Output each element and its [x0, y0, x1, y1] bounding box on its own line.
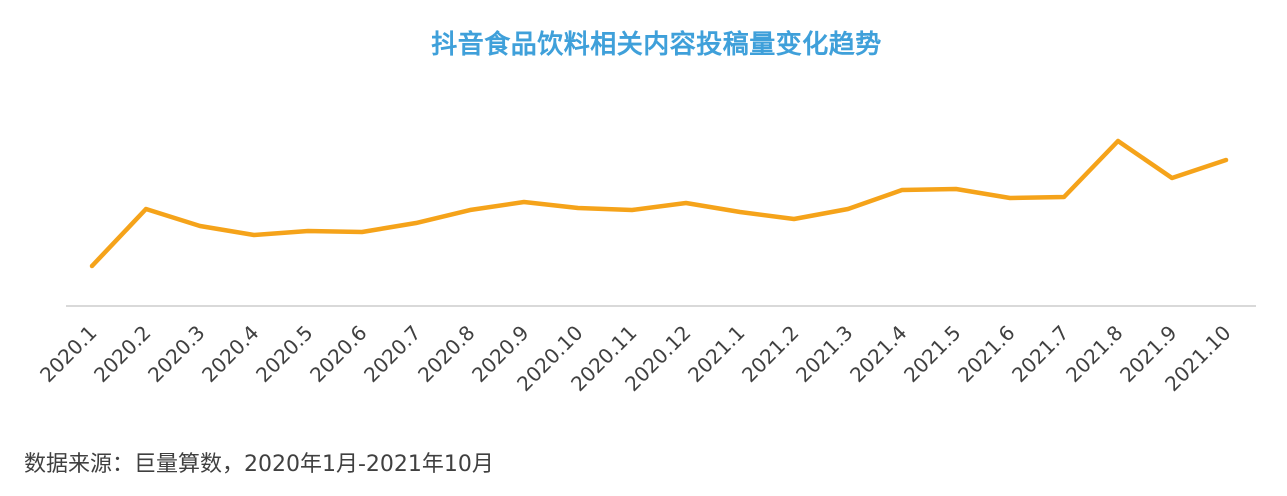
data-point: [1170, 176, 1174, 180]
x-tick-label: 2020.5: [251, 321, 317, 387]
data-point: [1224, 158, 1228, 162]
data-point: [846, 207, 850, 211]
data-point: [1062, 195, 1066, 199]
x-tick-label: 2021.1: [683, 321, 749, 387]
data-point: [900, 188, 904, 192]
x-tick-label: 2020.4: [197, 321, 263, 387]
x-tick-label: 2020.3: [143, 321, 209, 387]
x-tick-label: 2021.5: [899, 321, 965, 387]
x-tick-label: 2020.2: [89, 321, 155, 387]
x-tick-label: 2021.4: [845, 321, 911, 387]
data-point: [414, 221, 418, 225]
chart-title: 抖音食品饮料相关内容投稿量变化趋势: [431, 30, 882, 60]
data-point: [360, 230, 364, 234]
data-point: [252, 233, 256, 237]
data-point: [738, 210, 742, 214]
line-chart: 2020.12020.22020.32020.42020.52020.62020…: [35, 138, 1256, 396]
data-point: [522, 200, 526, 204]
data-point: [1008, 196, 1012, 200]
x-tick-label: 2021.8: [1061, 321, 1127, 387]
data-point: [792, 217, 796, 221]
data-point: [468, 208, 472, 212]
x-tick-label: 2020.8: [413, 321, 479, 387]
x-tick-label: 2020.1: [35, 321, 101, 387]
data-point: [684, 201, 688, 205]
x-tick-label: 2020.7: [359, 321, 425, 387]
x-tick-label: 2021.6: [953, 321, 1019, 387]
x-tick-label: 2020.6: [305, 321, 371, 387]
data-point: [198, 224, 202, 228]
data-point: [306, 229, 310, 233]
data-point: [954, 187, 958, 191]
data-point: [576, 206, 580, 210]
data-point: [1116, 139, 1120, 143]
data-source-note: 数据来源：巨量算数，2020年1月-2021年10月: [24, 452, 494, 477]
x-tick-label: 2021.2: [737, 321, 803, 387]
series-line: [89, 138, 1229, 269]
x-tick-label: 2021.3: [791, 321, 857, 387]
data-point: [630, 208, 634, 212]
x-tick-label: 2021.7: [1007, 321, 1073, 387]
data-point: [90, 264, 94, 268]
data-point: [144, 207, 148, 211]
